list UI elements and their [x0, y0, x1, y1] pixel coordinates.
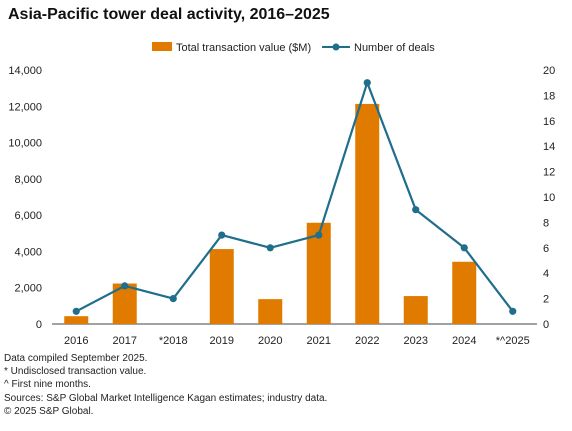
x-tick-label: 2021 [307, 335, 331, 345]
deals-point [460, 244, 468, 252]
y-left-tick-label: 12,000 [8, 101, 42, 113]
y-left-tick-label: 2,000 [14, 283, 42, 295]
x-tick-label: 2023 [404, 335, 428, 345]
x-tick-label: 2017 [113, 335, 137, 345]
deals-point [121, 282, 129, 290]
deals-point [266, 244, 274, 252]
y-right-tick-label: 16 [543, 116, 555, 128]
y-right-tick-label: 14 [543, 141, 555, 153]
legend: Total transaction value ($M) Number of d… [152, 42, 435, 54]
bar [64, 316, 89, 324]
deals-point [315, 231, 323, 239]
bar [306, 222, 331, 324]
note-undisclosed: * Undisclosed transaction value. [4, 366, 147, 378]
y-right-tick-label: 8 [543, 217, 549, 229]
y-left-tick-label: 8,000 [14, 174, 42, 186]
bar [258, 299, 283, 324]
footnotes: Data compiled September 2025. * Undisclo… [4, 352, 327, 418]
deals-point [509, 307, 517, 315]
y-right-tick-label: 18 [543, 90, 555, 102]
note-sources: Sources: S&P Global Market Intelligence … [4, 392, 328, 404]
note-copyright: © 2025 S&P Global. [4, 405, 94, 417]
y-right-tick-label: 12 [543, 167, 555, 179]
y-left-tick-label: 6,000 [14, 210, 42, 222]
deals-point [363, 79, 371, 87]
x-tick-label: 2020 [258, 335, 282, 345]
legend-swatch-bars [152, 42, 172, 51]
legend-label-bars: Total transaction value ($M) [176, 42, 311, 54]
y-left-tick-label: 0 [36, 319, 42, 331]
legend-swatch-marker [332, 43, 340, 51]
x-tick-label: 2022 [355, 335, 379, 345]
y-left-tick-label: 10,000 [8, 138, 42, 150]
y-right-tick-label: 20 [543, 65, 555, 77]
y-right-tick-label: 4 [543, 268, 549, 280]
bar [209, 249, 234, 324]
x-tick-label: *2018 [159, 335, 188, 345]
note-nine-months: ^ First nine months. [4, 379, 91, 391]
line-group [72, 79, 517, 315]
legend-label-line: Number of deals [354, 42, 435, 54]
deals-line [75, 81, 514, 313]
deals-point [169, 295, 177, 303]
y-right-tick-label: 6 [543, 243, 549, 255]
deals-point [72, 307, 80, 315]
bar [355, 103, 380, 324]
deals-point [412, 206, 420, 214]
deals-point [218, 231, 226, 239]
y-right-tick-label: 2 [543, 294, 549, 306]
x-tick-label: *^2025 [496, 335, 530, 345]
x-tick-label: 2019 [210, 335, 234, 345]
bars-group [64, 103, 477, 324]
y-right-tick-label: 10 [543, 192, 555, 204]
axes: 0 2,000 4,000 6,000 8,000 10,000 12,000 14,000 0… [8, 65, 555, 345]
y-left-tick-label: 14,000 [8, 65, 42, 77]
bar [403, 296, 428, 324]
y-left-tick-label: 4,000 [14, 246, 42, 258]
bar [452, 261, 477, 324]
chart-title: Asia-Pacific tower deal activity, 2016–2… [8, 6, 330, 23]
x-tick-label: 2024 [452, 335, 476, 345]
note-compiled: Data compiled September 2025. [4, 353, 148, 364]
x-tick-label: 2016 [64, 335, 88, 345]
combo-chart: Total transaction value ($M) Number of d… [8, 42, 555, 345]
y-right-tick-label: 0 [543, 319, 549, 331]
